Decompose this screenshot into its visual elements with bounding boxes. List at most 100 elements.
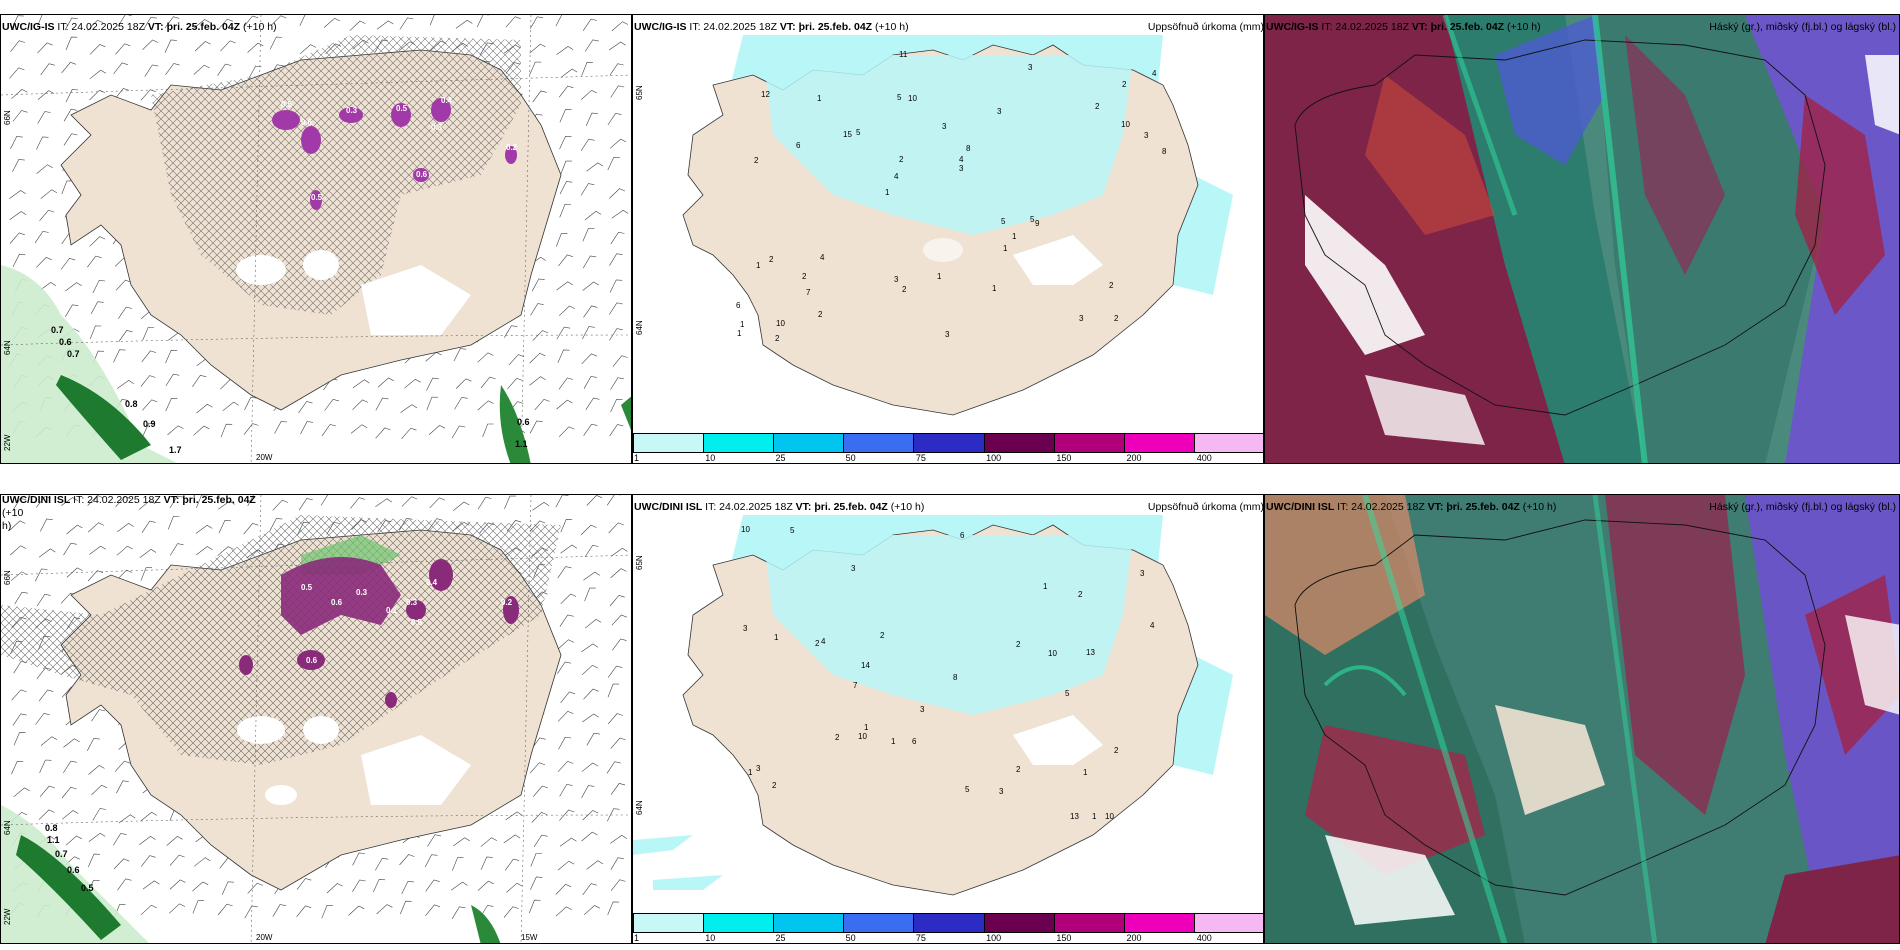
wind-barb — [299, 44, 317, 55]
precip-value: 2 — [1122, 80, 1127, 89]
wind-barb — [532, 785, 549, 797]
precip-value: 1 — [817, 94, 822, 103]
wind-barb — [586, 495, 603, 506]
wind-barb — [193, 64, 210, 75]
wind-barb — [116, 545, 133, 556]
wind-barb — [557, 349, 570, 363]
value-label: 0.5 — [311, 193, 323, 202]
wind-barb — [528, 899, 541, 914]
precip-value: 7 — [853, 681, 858, 690]
wind-barb — [611, 209, 629, 219]
wind-barb — [581, 831, 598, 842]
wind-barb — [607, 156, 620, 171]
value-label: 0.5 — [301, 583, 313, 592]
wind-barb — [529, 762, 546, 774]
colorbar-swatch — [1054, 914, 1125, 932]
wind-barb — [87, 522, 105, 533]
colorbar-swatch — [774, 434, 845, 452]
wind-barb — [13, 732, 26, 746]
wind-barb — [612, 355, 628, 367]
wind-barb — [583, 376, 597, 389]
wind-barb — [607, 713, 623, 725]
wind-barb — [611, 21, 628, 32]
wind-barb — [39, 209, 55, 221]
wind-barb — [88, 765, 105, 775]
wind-barb — [452, 857, 464, 871]
wind-barb — [530, 853, 542, 867]
wind-barb — [169, 879, 186, 890]
wind-barb — [142, 399, 158, 411]
wind-barb — [140, 855, 156, 867]
wind-barb — [195, 524, 213, 534]
wind-barb — [529, 43, 546, 54]
wind-barb — [556, 233, 568, 247]
wind-barb — [584, 544, 599, 558]
wind-barb — [39, 282, 56, 291]
wind-barb — [556, 399, 573, 410]
wind-barb — [61, 786, 77, 799]
panel-title: UWC/DINI ISL IT: 24.02.2025 18Z VT: þri.… — [2, 494, 256, 532]
wind-barb — [164, 16, 180, 29]
wind-barb — [36, 495, 51, 508]
map-panel-precip-row2: 3 2 5 5 10 3 6 7 10 10 13 6 10 13 14 2 8 4 3 2 1 4 3 2 1 2 5 3 2 1 1 1 2… — [632, 494, 1264, 944]
precip-value: 10 — [1121, 120, 1130, 129]
wind-barb — [506, 882, 523, 893]
axis-label-lat: 66N — [3, 110, 12, 125]
wind-barb — [113, 62, 128, 75]
colorbar-tick-label: 10 — [705, 453, 716, 463]
value-label: 0.8 — [125, 399, 138, 409]
map-panel-wind-snow-row2: 0.8 1.1 0.7 0.6 0.5 0.5 0.6 0.3 0.1 0.4 … — [0, 494, 632, 944]
wind-barb — [272, 904, 287, 917]
colorbar-swatch — [1194, 434, 1263, 452]
wind-barb — [244, 905, 258, 919]
wind-barb — [425, 904, 441, 916]
wind-barb — [581, 62, 593, 76]
wind-barb — [424, 854, 438, 868]
wind-barb — [9, 211, 27, 220]
colorbar-tick-label: 100 — [986, 453, 1002, 463]
precip-value: 2 — [899, 155, 904, 164]
axis-label-lat: 64N — [635, 320, 644, 335]
axis-label-lat: 66N — [3, 570, 12, 585]
wind-barb — [169, 495, 184, 509]
precip-value: 3 — [851, 564, 856, 573]
precip-value: 2 — [880, 631, 885, 640]
colorbar-swatch — [1124, 914, 1195, 932]
wind-barb — [376, 20, 394, 30]
wind-barb — [477, 880, 494, 891]
wind-barb — [454, 397, 468, 410]
wind-barb — [9, 232, 25, 244]
wind-barb — [89, 69, 107, 80]
wind-barb — [118, 306, 133, 319]
wind-barb — [220, 423, 233, 438]
wind-barb — [582, 255, 597, 269]
colorbar-swatch — [844, 434, 915, 452]
wind-barb — [557, 710, 574, 722]
precip-value: 10 — [908, 94, 917, 103]
wind-barb — [429, 15, 435, 26]
precip-value: 5 — [1030, 215, 1035, 224]
wind-barb — [117, 15, 132, 27]
wind-barb — [269, 36, 283, 50]
value-label: 0.8 — [45, 823, 58, 833]
wind-barb — [165, 397, 178, 412]
colorbar-tick-label: 75 — [915, 933, 926, 943]
wind-barb — [321, 905, 333, 919]
wind-barb — [167, 425, 184, 436]
wind-barb — [298, 498, 313, 511]
precip-value: 10 — [741, 525, 750, 534]
wind-barb — [40, 736, 58, 746]
precip-value: 2 — [1016, 765, 1021, 774]
wind-barb — [164, 39, 177, 53]
value-label: 0.9 — [143, 419, 156, 429]
axis-label-lat: 65N — [635, 555, 644, 570]
wind-barb — [529, 376, 546, 386]
wind-barb — [169, 543, 184, 556]
colorbar-swatch — [984, 434, 1055, 452]
precip-value: 4 — [821, 637, 826, 646]
colorbar-tick-label: 50 — [845, 933, 856, 943]
colorbar-swatch — [704, 434, 775, 452]
value-label: 0.3 — [406, 598, 418, 607]
wind-barb — [607, 683, 620, 698]
wind-barb — [557, 661, 571, 674]
